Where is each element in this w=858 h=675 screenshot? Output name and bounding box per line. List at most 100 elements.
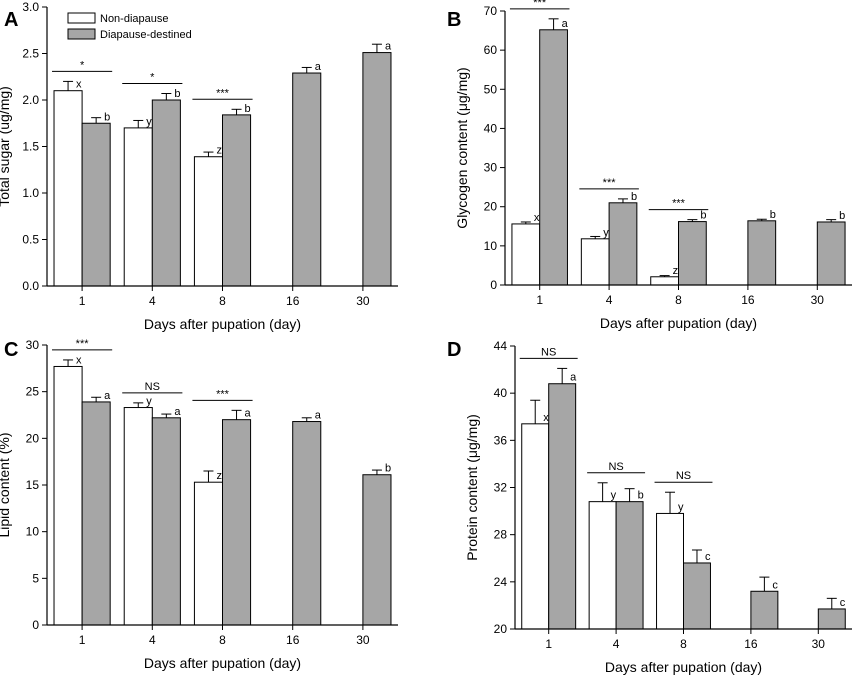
- bar-diapause-30: [362, 474, 392, 626]
- significance-letter: y: [146, 116, 152, 128]
- panel-letter: C: [4, 339, 18, 361]
- bar-diapause-8: [222, 419, 252, 626]
- y-tick-label: 30: [26, 338, 40, 352]
- y-tick-label: 30: [484, 161, 498, 175]
- bar-diapause-30: [362, 52, 392, 287]
- significance-letter: z: [216, 145, 222, 157]
- y-tick-label: 20: [26, 431, 40, 445]
- significance-mark: *: [80, 59, 85, 71]
- y-tick-label: 2.0: [22, 93, 39, 107]
- significance-mark: NS: [541, 346, 556, 358]
- significance-letter: a: [104, 390, 111, 402]
- x-tick-label: 30: [356, 294, 370, 308]
- legend-swatch: [67, 28, 96, 40]
- x-axis-label: Days after pupation (day): [144, 316, 301, 332]
- significance-letter: a: [174, 406, 181, 418]
- x-axis-label: Days after pupation (day): [144, 655, 301, 671]
- x-tick-label: 1: [79, 633, 86, 647]
- significance-letter: c: [705, 551, 711, 563]
- significance-letter: a: [245, 408, 252, 420]
- bar-diapause-1: [81, 122, 111, 287]
- significance-letter: x: [76, 354, 82, 366]
- x-tick-label: 4: [149, 633, 156, 647]
- significance-letter: a: [385, 41, 392, 53]
- bar-non-diapause-4: [580, 238, 610, 286]
- y-tick-label: 0: [490, 278, 497, 292]
- significance-letter: b: [385, 463, 391, 475]
- x-tick-label: 1: [545, 637, 552, 651]
- bar-diapause-1: [81, 401, 111, 626]
- significance-mark: *: [150, 71, 155, 83]
- significance-letter: x: [543, 412, 549, 424]
- significance-mark: ***: [216, 87, 230, 99]
- significance-letter: b: [700, 210, 706, 222]
- significance-letter: c: [840, 597, 846, 609]
- y-tick-label: 0: [32, 618, 39, 632]
- bar-non-diapause-1: [53, 90, 83, 287]
- bar-non-diapause-1: [53, 365, 83, 626]
- significance-letter: a: [562, 18, 569, 30]
- y-tick-label: 32: [494, 481, 508, 495]
- significance-mark: ***: [533, 0, 547, 9]
- x-tick-label: 4: [606, 293, 613, 307]
- significance-letter: b: [104, 111, 110, 123]
- legend: Non-diapause Diapause-destined: [67, 12, 192, 41]
- bar-diapause-16: [750, 590, 779, 630]
- significance-mark: ***: [76, 338, 90, 350]
- significance-letter: y: [603, 227, 609, 239]
- y-tick-label: 15: [26, 478, 40, 492]
- y-tick-label: 20: [484, 200, 498, 214]
- y-tick-label: 1.0: [22, 186, 39, 200]
- y-tick-label: 28: [494, 528, 508, 542]
- bar-diapause-16: [292, 421, 322, 626]
- bar-diapause-8: [678, 221, 707, 286]
- significance-letter: a: [570, 372, 577, 384]
- x-tick-label: 16: [286, 633, 300, 647]
- x-axis-label: Days after pupation (day): [600, 315, 757, 331]
- bar-non-diapause-8: [193, 481, 223, 626]
- bar-non-diapause-4: [588, 501, 617, 630]
- bar-diapause-1: [548, 383, 577, 630]
- bar-non-diapause-1: [521, 423, 550, 630]
- y-tick-label: 10: [26, 525, 40, 539]
- y-tick-label: 0.5: [22, 233, 39, 247]
- y-tick-label: 20: [494, 622, 508, 636]
- significance-letter: c: [772, 579, 778, 591]
- significance-letter: b: [839, 210, 845, 222]
- bar-diapause-4: [608, 202, 638, 286]
- y-tick-label: 2.5: [22, 47, 39, 61]
- legend-swatch: [67, 12, 96, 24]
- significance-mark: NS: [676, 470, 691, 482]
- significance-letter: y: [611, 490, 617, 502]
- bar-diapause-4: [615, 501, 644, 630]
- y-axis-label: Lipid content (%): [0, 432, 12, 537]
- y-tick-label: 1.5: [22, 140, 39, 154]
- y-tick-label: 5: [32, 571, 39, 585]
- significance-letter: b: [770, 209, 776, 221]
- significance-letter: b: [631, 191, 637, 203]
- panel-letter: A: [4, 9, 18, 31]
- significance-letter: a: [315, 61, 322, 73]
- x-axis-label: Days after pupation (day): [605, 659, 762, 675]
- significance-mark: ***: [672, 198, 686, 210]
- bar-non-diapause-4: [123, 407, 153, 626]
- bar-diapause-8: [222, 114, 252, 287]
- x-tick-label: 16: [286, 294, 300, 308]
- bar-diapause-8: [683, 562, 711, 630]
- x-tick-label: 30: [812, 637, 826, 651]
- panel-letter: B: [447, 9, 461, 31]
- bar-non-diapause-8: [193, 156, 223, 287]
- significance-letter: z: [216, 470, 222, 482]
- significance-letter: y: [678, 501, 684, 513]
- panel-d: Dx y y a b c c c NS NS NS 20 24 28 32 36 40 44 1 4 8 16 30 Days…: [447, 339, 852, 675]
- y-axis-label: Glycogen content (μg/mg): [454, 67, 470, 228]
- y-axis-label: Protein content (μg/mg): [464, 414, 480, 561]
- x-tick-label: 4: [613, 637, 620, 651]
- panel-letter: D: [447, 339, 461, 361]
- bar-diapause-16: [747, 220, 777, 286]
- bar-diapause-30: [816, 221, 846, 286]
- significance-letter: b: [638, 490, 644, 502]
- bar-diapause-1: [539, 29, 568, 286]
